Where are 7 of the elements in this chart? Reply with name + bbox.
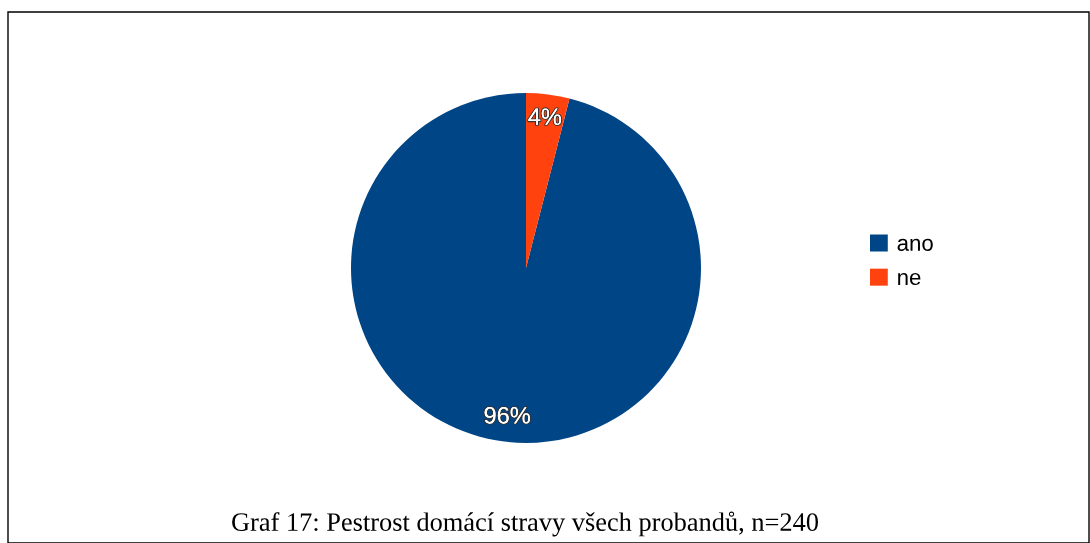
pie-slice — [351, 93, 701, 443]
data-label: 4% — [528, 108, 562, 125]
legend-label: ano — [897, 238, 933, 251]
text: Graf 17: Pestrost domácí stravy všech probandů, n=240 — [232, 511, 818, 537]
data-label: 96% — [484, 406, 530, 424]
legend-label: ne — [898, 272, 921, 286]
pie-slice — [526, 93, 570, 268]
